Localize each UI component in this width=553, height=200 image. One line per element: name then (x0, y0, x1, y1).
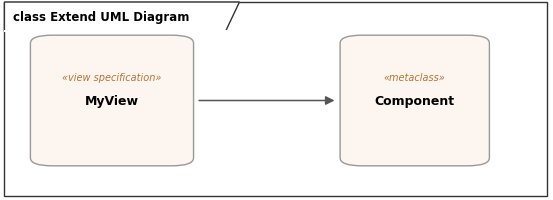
Text: Component: Component (375, 95, 455, 107)
FancyBboxPatch shape (30, 36, 194, 166)
Text: «view specification»: «view specification» (62, 73, 161, 83)
Polygon shape (4, 3, 239, 32)
Text: class Extend UML Diagram: class Extend UML Diagram (13, 11, 189, 24)
FancyBboxPatch shape (4, 3, 547, 196)
FancyBboxPatch shape (340, 36, 489, 166)
Text: MyView: MyView (85, 95, 139, 107)
Text: «metaclass»: «metaclass» (384, 73, 446, 83)
